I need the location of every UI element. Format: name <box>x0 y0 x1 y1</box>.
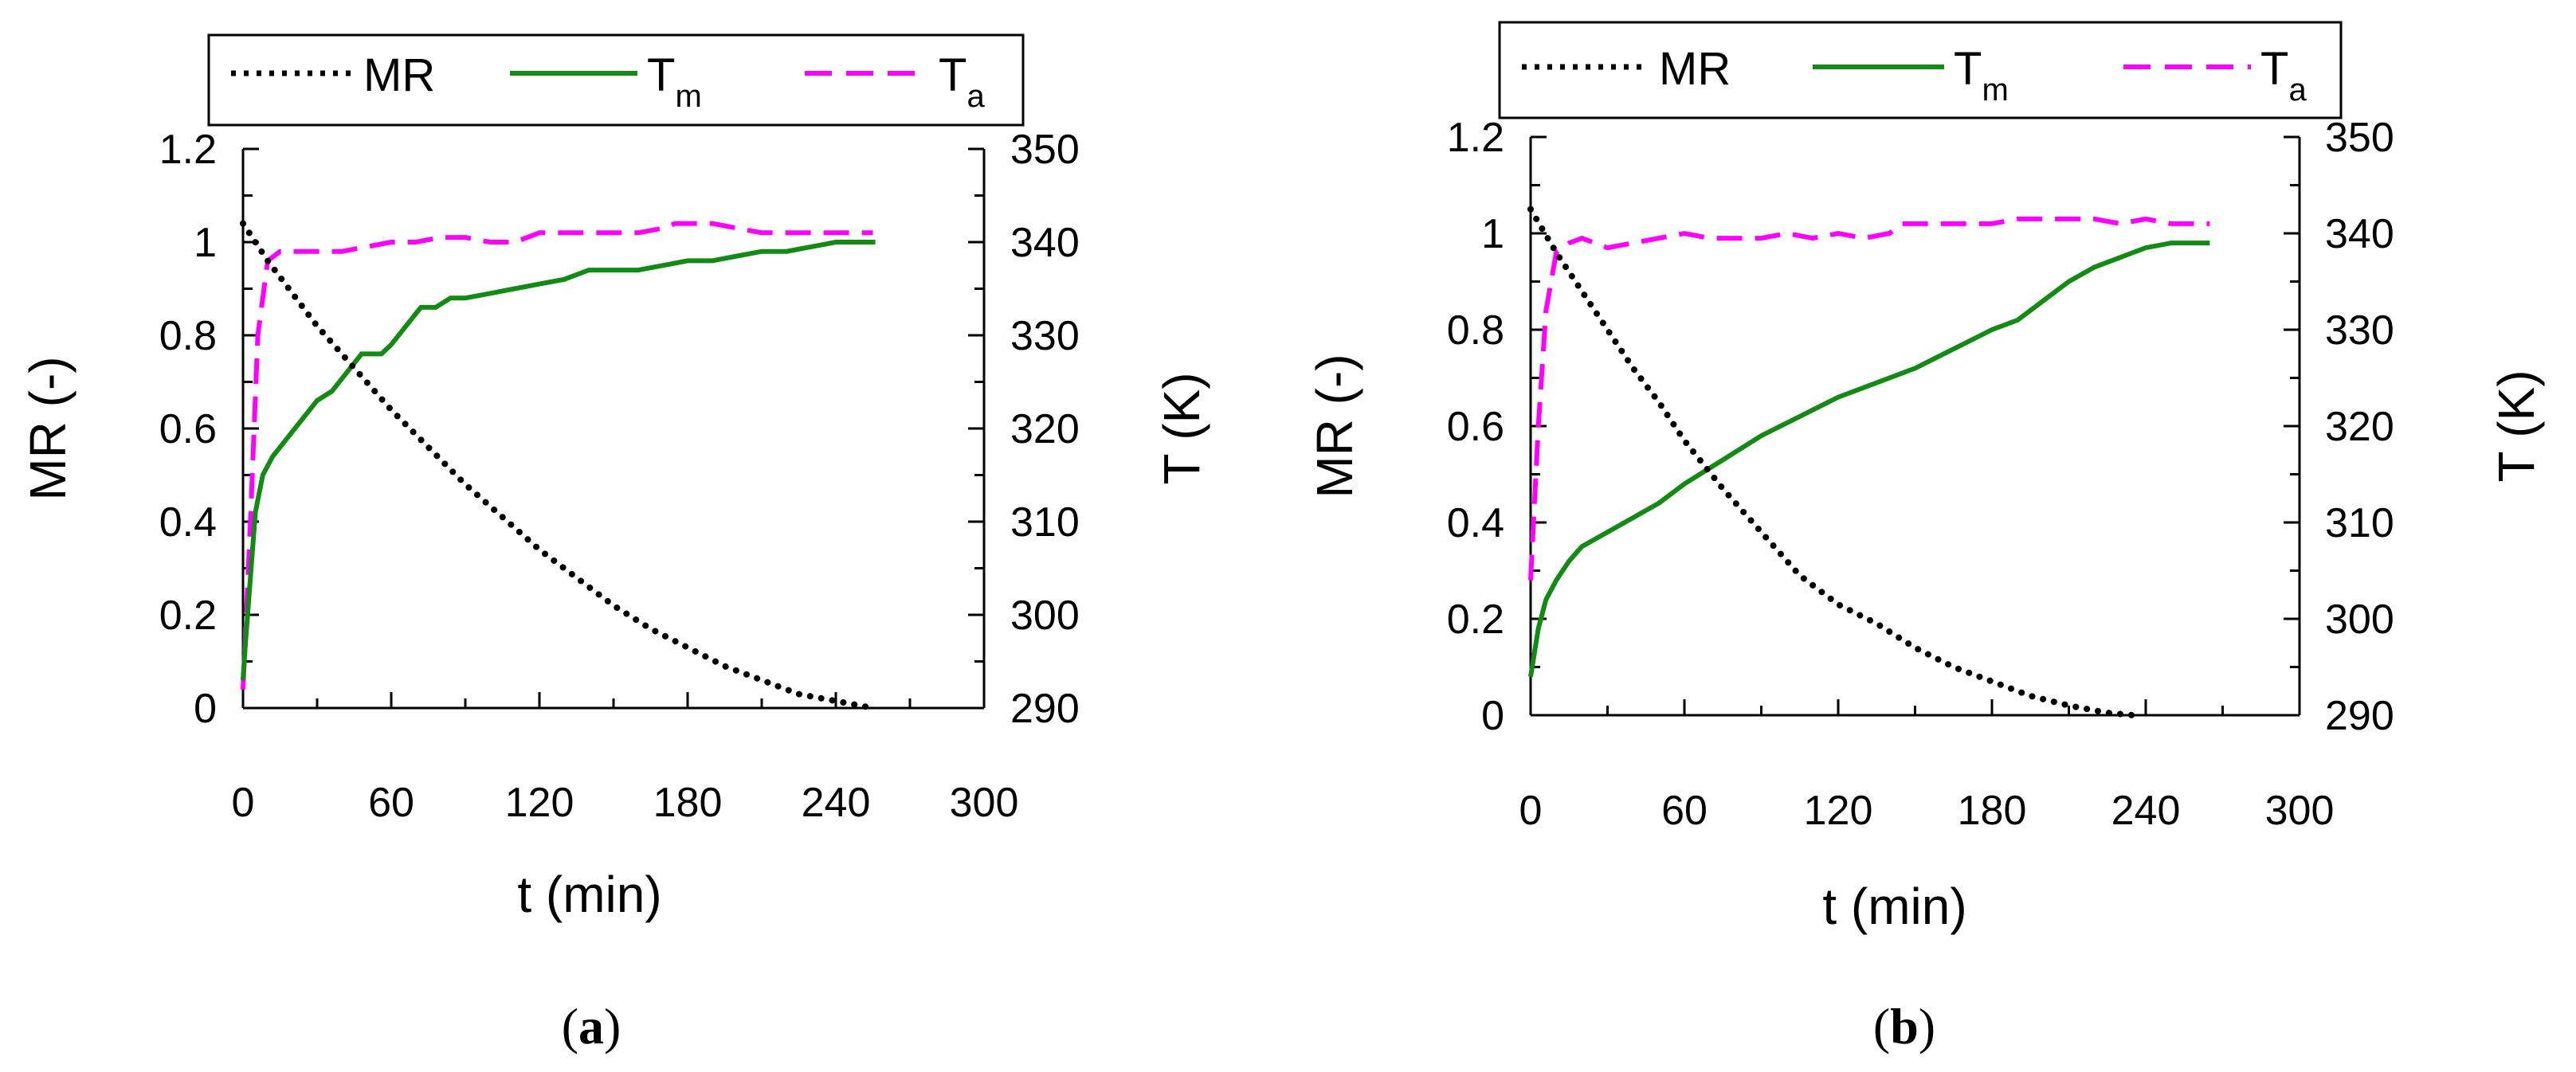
ytick-left-3: 0.6 <box>159 406 217 452</box>
panel-a: MR Tm Ta 0 0.2 0.4 0.6 0.8 1 1.2 290 300… <box>19 33 1210 1054</box>
ytick-right-3: 320 <box>1010 406 1080 452</box>
xtick-5: 300 <box>2265 788 2335 834</box>
legend-label-ta: Ta <box>2260 43 2307 108</box>
xtick-2: 120 <box>1804 788 1873 834</box>
ytick-right-2: 310 <box>2325 500 2394 546</box>
y-axis-title-right: T (K) <box>2488 370 2545 482</box>
y-axis-title-left: MR (-) <box>19 356 76 500</box>
xtick-3: 180 <box>653 780 723 826</box>
panel-b: MR Tm Ta 0 0.2 0.4 0.6 0.8 1 1.2 290 300… <box>1306 21 2545 1054</box>
y-axis-title-left: MR (-) <box>1306 354 1363 498</box>
ytick-right-0: 290 <box>2325 693 2394 739</box>
series-mr-line <box>1527 205 2136 718</box>
ytick-left-5: 1 <box>1481 211 1504 257</box>
ytick-left-5: 1 <box>194 220 217 266</box>
ytick-left-6: 1.2 <box>159 127 217 173</box>
ytick-right-3: 320 <box>2325 404 2394 450</box>
ytick-right-2: 310 <box>1010 499 1080 546</box>
ytick-left-2: 0.4 <box>1447 500 1504 546</box>
ytick-right-0: 290 <box>1010 686 1080 732</box>
x-axis-title: t (min) <box>517 866 661 923</box>
ytick-right-4: 330 <box>2325 307 2394 354</box>
legend-b: MR Tm Ta <box>1498 21 2343 119</box>
xtick-4: 240 <box>802 780 871 826</box>
legend-box <box>207 33 1025 127</box>
legend-label-mr: MR <box>363 49 435 101</box>
ytick-left-2: 0.4 <box>159 499 217 546</box>
legend-label-mr: MR <box>1659 43 1731 95</box>
xtick-1: 60 <box>1661 788 1708 834</box>
xtick-0: 0 <box>232 780 255 826</box>
series-tm-line <box>1528 241 2210 678</box>
series-ta-line <box>1528 216 2210 581</box>
ytick-right-1: 300 <box>1010 593 1080 639</box>
legend-label-ta: Ta <box>939 49 985 114</box>
ytick-right-5: 340 <box>2325 211 2394 257</box>
series-mr-line <box>240 220 876 711</box>
ytick-left-4: 0.8 <box>1447 307 1504 354</box>
x-axis-title: t (min) <box>1822 878 1966 935</box>
xtick-1: 60 <box>368 780 414 826</box>
ticks-b <box>1529 135 2301 717</box>
legend-a: MR Tm Ta <box>207 33 1025 127</box>
xtick-5: 300 <box>950 780 1019 826</box>
ytick-left-0: 0 <box>194 686 217 732</box>
ytick-right-6: 350 <box>2325 115 2394 161</box>
legend-label-tm: Tm <box>1954 43 2009 108</box>
series-tm-line <box>241 240 876 681</box>
xtick-2: 120 <box>505 780 574 826</box>
legend-label-tm: Tm <box>647 49 702 114</box>
ytick-left-1: 0.2 <box>159 593 217 639</box>
ytick-left-4: 0.8 <box>159 313 217 359</box>
ytick-right-1: 300 <box>2325 597 2394 643</box>
ytick-right-5: 340 <box>1010 220 1080 266</box>
ytick-right-6: 350 <box>1010 127 1080 173</box>
panel-label-a: (a) <box>562 998 621 1054</box>
ytick-left-3: 0.6 <box>1447 404 1504 450</box>
xtick-3: 180 <box>1958 788 2027 834</box>
y-axis-title-right: T (K) <box>1153 372 1210 484</box>
xtick-0: 0 <box>1519 788 1543 834</box>
ytick-left-0: 0 <box>1481 693 1504 739</box>
panel-label-b: (b) <box>1873 998 1935 1054</box>
legend-box <box>1498 21 2343 119</box>
ytick-left-1: 0.2 <box>1447 597 1504 643</box>
ytick-left-6: 1.2 <box>1447 115 1504 161</box>
xtick-4: 240 <box>2111 788 2181 834</box>
series-ta-line <box>241 221 873 690</box>
ytick-right-4: 330 <box>1010 313 1080 359</box>
